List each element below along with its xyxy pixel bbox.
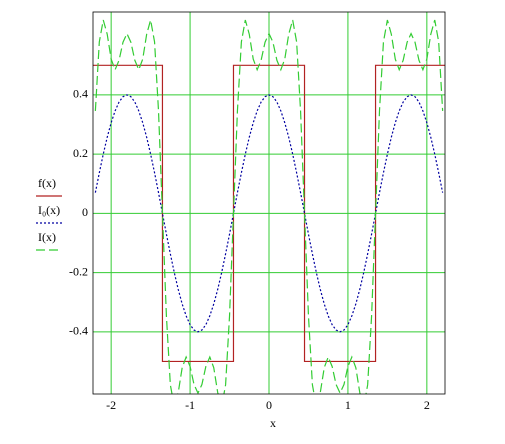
y-tick-label: 0 — [82, 205, 88, 219]
x-tick-label: 2 — [424, 398, 430, 412]
plot-frame — [92, 11, 446, 395]
series-line — [94, 94, 444, 333]
y-tick-label: -0.2 — [69, 264, 88, 278]
x-axis-label: x — [270, 416, 276, 430]
y-tick-label: -0.4 — [69, 324, 88, 338]
x-tick-label: -2 — [106, 398, 116, 412]
series-line — [94, 19, 444, 394]
y-tick-label: 0.4 — [73, 87, 88, 101]
y-tick-label: 0.2 — [73, 146, 88, 160]
legend-label: I₀(x) — [38, 203, 60, 217]
legend-label: I(x) — [38, 230, 56, 244]
x-tick-label: 1 — [345, 398, 351, 412]
plot-area — [93, 12, 445, 394]
legend-label: f(x) — [38, 176, 56, 190]
x-tick-label: -1 — [185, 398, 195, 412]
x-tick-label: 0 — [266, 398, 272, 412]
